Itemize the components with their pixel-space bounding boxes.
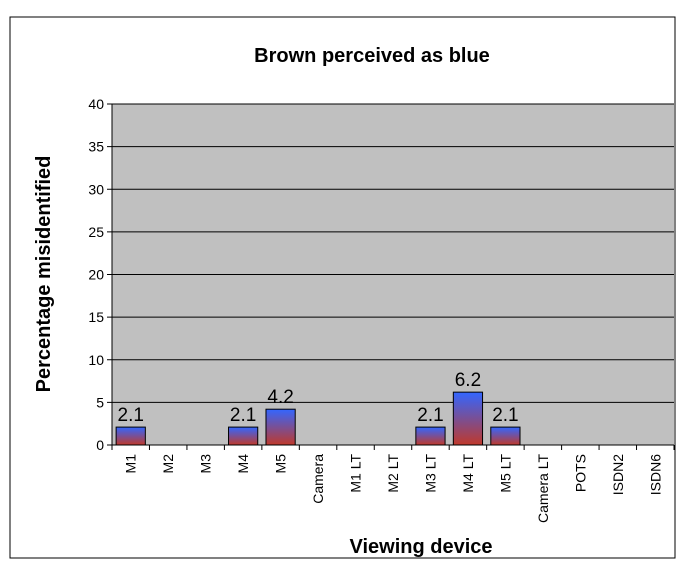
y-tick-label: 15 (88, 309, 104, 325)
x-tick-label: M4 LT (460, 454, 476, 493)
data-label: 2.1 (492, 405, 518, 426)
data-labels: 2.1 2.1 4.2 2.1 6.2 2.1 (118, 370, 519, 426)
x-tick-label: M3 (198, 454, 214, 474)
data-label: 4.2 (267, 387, 293, 408)
x-tick-label: M3 LT (422, 454, 438, 493)
x-tick-label: M5 (273, 454, 289, 474)
data-label: 6.2 (455, 370, 481, 391)
y-tick-label: 30 (88, 181, 104, 197)
x-tick-label: Camera (310, 454, 326, 504)
y-tick-label: 10 (88, 352, 104, 368)
x-axis-label: Viewing device (349, 536, 492, 558)
x-tick-label: ISDN6 (647, 454, 663, 495)
x-tick-label: M1 (123, 454, 139, 474)
gridlines (112, 103, 674, 403)
data-label: 2.1 (118, 405, 144, 426)
x-tick-label: M5 LT (497, 454, 513, 493)
bar (415, 426, 446, 446)
y-tick-label: 35 (88, 139, 104, 155)
y-tick-label: 0 (96, 437, 104, 453)
chart-title: Brown perceived as blue (254, 45, 490, 67)
y-tick-label: 25 (88, 224, 104, 240)
y-tick-label: 20 (88, 267, 104, 283)
x-tick-label: ISDN2 (610, 454, 626, 495)
bar (265, 408, 296, 446)
data-label: 2.1 (417, 405, 443, 426)
x-tick-label: M4 (235, 454, 251, 474)
y-axis-label: Percentage misidentified (33, 156, 55, 393)
x-tick-label: M2 LT (385, 454, 401, 493)
x-tick-label: M1 LT (348, 454, 364, 493)
x-axis-ticks: M1 M2 M3 M4 M5 Camera M1 LT M2 LT M3 LT M4 LT M5 L… (111, 445, 675, 523)
bar (115, 426, 146, 446)
y-axis-ticks: 0 5 10 15 20 25 30 35 40 (88, 96, 112, 453)
x-tick-label: M2 (160, 454, 176, 474)
bar (228, 426, 259, 446)
x-tick-label: POTS (572, 454, 588, 492)
y-tick-label: 40 (88, 96, 104, 112)
bar (490, 426, 521, 446)
y-tick-label: 5 (96, 394, 104, 410)
bar (452, 391, 484, 446)
x-tick-label: Camera LT (535, 454, 551, 523)
data-label: 2.1 (230, 405, 256, 426)
